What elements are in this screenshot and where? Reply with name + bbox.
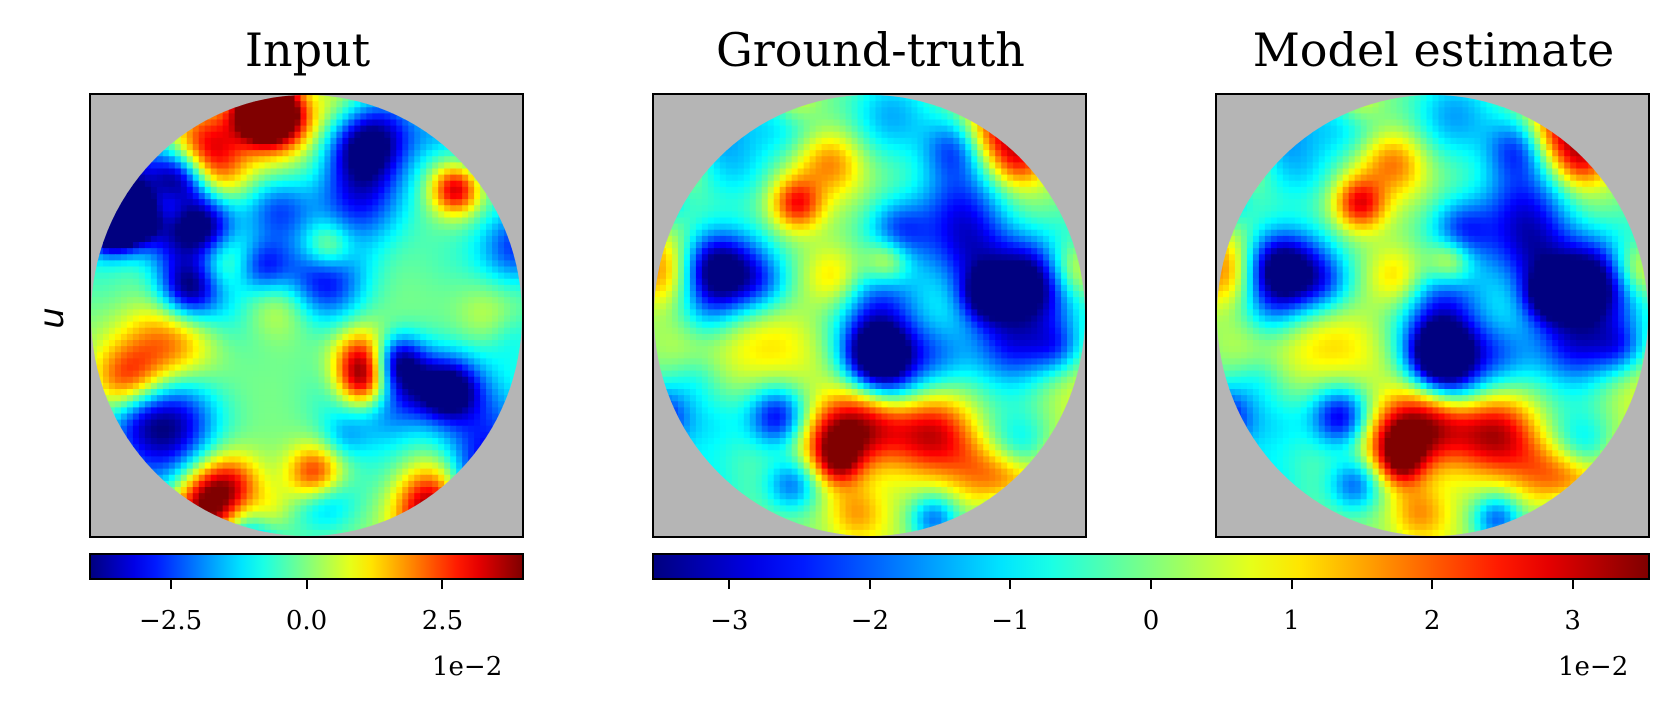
heatmap-ground-truth — [652, 93, 1087, 538]
colorbar-shared-offset: 1e−2 — [1558, 652, 1629, 682]
colorbar-shared-tick-mark — [728, 580, 731, 589]
heatmap-input — [89, 93, 524, 538]
colorbar-shared-gradient — [654, 555, 1648, 578]
colorbar-shared — [652, 553, 1650, 580]
colorbar-input-tick-mark — [169, 580, 172, 589]
colorbar-shared-tick-label: −3 — [710, 606, 749, 636]
colorbar-shared-tick-mark — [1431, 580, 1434, 589]
colorbar-input-offset: 1e−2 — [432, 652, 503, 682]
colorbar-shared-tick-label: −2 — [850, 606, 890, 636]
colorbar-shared-tick-label: 3 — [1564, 606, 1581, 636]
colorbar-input-tick-mark — [441, 580, 444, 589]
colorbar-shared-tick-mark — [1150, 580, 1152, 589]
heatmap-ground-truth-field — [654, 95, 1085, 536]
colorbar-shared-tick-label: 2 — [1423, 606, 1441, 636]
heatmap-ground-truth-svg — [654, 95, 1085, 536]
colorbar-input-tick-label: −2.5 — [138, 606, 203, 636]
panel-title-input: Input — [244, 23, 371, 77]
colorbar-shared-tick-mark — [1571, 580, 1574, 589]
heatmap-model-estimate-svg — [1217, 95, 1648, 536]
colorbar-input-gradient — [91, 555, 522, 578]
colorbar-shared-tick-label: −1 — [991, 606, 1030, 636]
heatmap-input-field — [91, 95, 522, 536]
colorbar-input — [89, 553, 524, 580]
panel-title-model-estimate: Model estimate — [1252, 23, 1615, 77]
colorbar-shared-tick-label: 0 — [1142, 606, 1160, 636]
panel-title-ground-truth: Ground-truth — [716, 23, 1025, 77]
row-label: u — [32, 307, 72, 329]
colorbar-shared-tick-mark — [868, 580, 871, 589]
colorbar-shared-tick-mark — [1290, 580, 1293, 589]
colorbar-input-tick-label: 2.5 — [421, 606, 464, 636]
heatmap-input-svg — [91, 95, 522, 536]
colorbar-shared-tick-label: 1 — [1283, 606, 1300, 636]
colorbar-input-tick-mark — [305, 580, 308, 589]
colorbar-input-tick-label: 0.0 — [285, 606, 328, 636]
heatmap-model-estimate-field — [1217, 95, 1648, 536]
heatmap-model-estimate — [1215, 93, 1650, 538]
colorbar-shared-tick-mark — [1009, 580, 1012, 589]
